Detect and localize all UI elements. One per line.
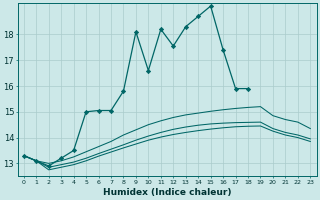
X-axis label: Humidex (Indice chaleur): Humidex (Indice chaleur)	[103, 188, 231, 197]
